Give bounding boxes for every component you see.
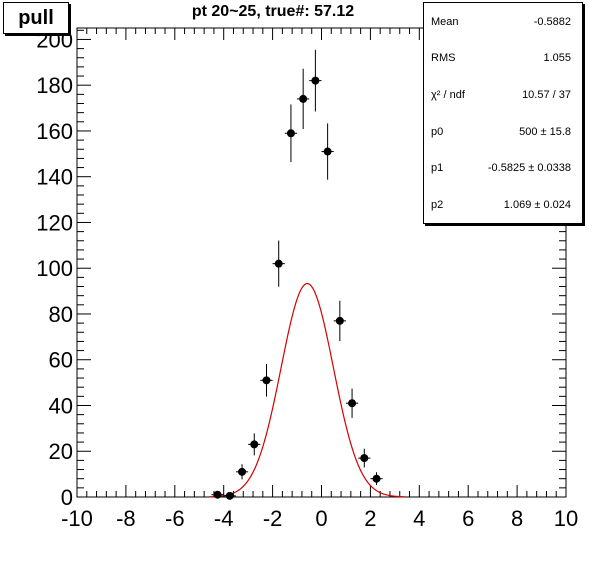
- stat-row-mean: Mean -0.5882: [431, 16, 571, 28]
- y-tick-label: 20: [49, 439, 73, 464]
- data-marker: [286, 129, 295, 138]
- data-point: [260, 364, 273, 397]
- data-point: [333, 300, 346, 341]
- data-point: [345, 388, 359, 418]
- data-marker: [238, 467, 247, 476]
- data-marker: [250, 440, 259, 449]
- stat-value: 500 ± 15.8: [519, 126, 571, 138]
- x-tick-label: -2: [263, 506, 283, 531]
- stat-label: χ² / ndf: [431, 89, 465, 101]
- stat-row-p2: p2 1.069 ± 0.024: [431, 199, 571, 211]
- pad-label-text: pull: [18, 6, 54, 29]
- stat-value: 10.57 / 37: [522, 89, 571, 101]
- x-tick-label: 4: [413, 506, 425, 531]
- data-point: [284, 104, 298, 163]
- gaussian-fit-curve: [209, 282, 405, 498]
- stat-value: -0.5825 ± 0.0338: [487, 162, 571, 174]
- y-tick-label: 140: [36, 165, 73, 190]
- data-marker: [360, 454, 369, 463]
- stat-value: 1.069 ± 0.024: [503, 199, 571, 211]
- y-tick-label: 80: [49, 302, 73, 327]
- stat-label: p0: [431, 126, 444, 138]
- stat-row-rms: RMS 1.055: [431, 52, 571, 64]
- data-marker: [299, 94, 308, 103]
- data-point: [248, 433, 261, 456]
- data-point: [223, 491, 236, 500]
- data-marker: [311, 76, 320, 85]
- x-tick-label: -6: [165, 506, 185, 531]
- y-tick-label: 0: [61, 485, 73, 510]
- stat-label: Mean: [431, 16, 459, 28]
- data-point: [235, 464, 249, 480]
- stat-row-p0: p0 500 ± 15.8: [431, 126, 571, 138]
- data-point: [272, 240, 285, 287]
- stat-row-chi2: χ² / ndf 10.57 / 37: [431, 89, 571, 101]
- pad-label-pull: pull: [3, 2, 69, 34]
- data-marker: [262, 376, 271, 385]
- y-tick-label: 160: [36, 119, 73, 144]
- y-tick-label: 180: [36, 73, 73, 98]
- data-point: [211, 490, 224, 499]
- x-tick-label: 8: [511, 506, 523, 531]
- data-marker: [213, 490, 222, 499]
- x-tick-label: -8: [116, 506, 136, 531]
- stat-label: RMS: [431, 52, 456, 64]
- x-tick-label: -10: [61, 506, 93, 531]
- axes: [76, 27, 567, 498]
- data-marker: [335, 316, 344, 325]
- x-tick-label: 2: [364, 506, 376, 531]
- x-tick-label: 10: [554, 506, 578, 531]
- fit-curve-layer: [209, 282, 405, 498]
- y-tick-label: 120: [36, 210, 73, 235]
- stat-row-p1: p1 -0.5825 ± 0.0338: [431, 162, 571, 174]
- x-tick-label: -4: [214, 506, 234, 531]
- x-tick-label: 0: [315, 506, 327, 531]
- stats-box: Mean -0.5882 RMS 1.055 χ² / ndf 10.57 / …: [423, 2, 583, 224]
- x-tick-label: 6: [462, 506, 474, 531]
- data-marker: [323, 147, 332, 156]
- y-tick-label: 100: [36, 256, 73, 281]
- data-marker: [348, 399, 357, 408]
- data-point: [297, 68, 310, 130]
- data-marker: [372, 474, 381, 483]
- data-marker: [225, 491, 234, 500]
- y-tick-label: 40: [49, 393, 73, 418]
- data-point: [370, 472, 383, 486]
- stat-label: p1: [431, 162, 444, 174]
- data-marker: [274, 259, 283, 268]
- stat-value: 1.055: [543, 52, 571, 64]
- data-point: [309, 49, 322, 112]
- y-tick-label: 60: [49, 348, 73, 373]
- data-point: [358, 448, 371, 468]
- chart-title: pt 20~25, true#: 57.12: [191, 3, 355, 20]
- stat-label: p2: [431, 199, 444, 211]
- data-point: [321, 123, 334, 180]
- stat-value: -0.5882: [533, 16, 571, 28]
- data-points-layer: [211, 49, 383, 500]
